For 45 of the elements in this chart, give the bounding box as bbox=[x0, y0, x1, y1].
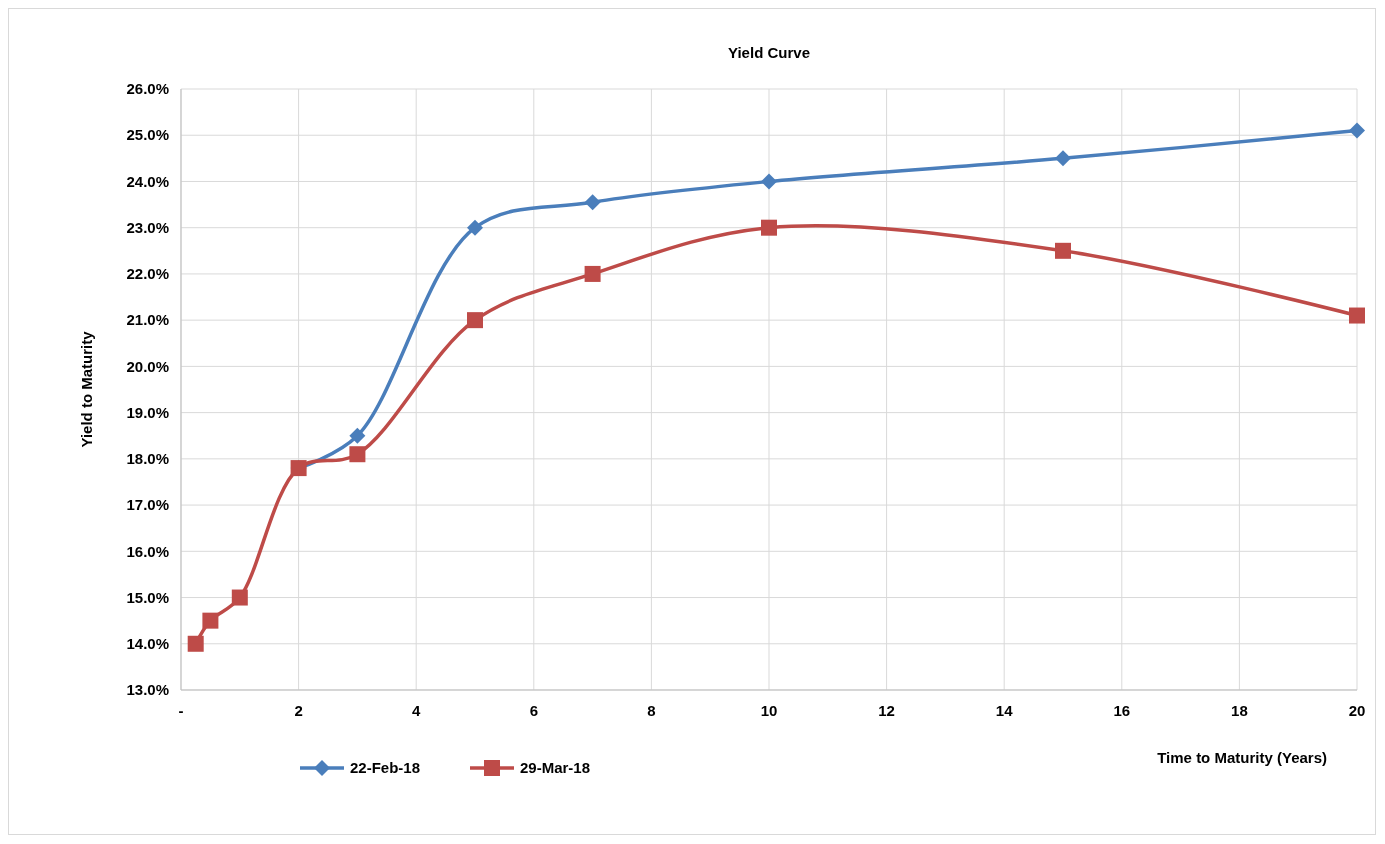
y-tick-label: 19.0% bbox=[126, 403, 169, 421]
point bbox=[1349, 307, 1365, 324]
point bbox=[1055, 242, 1071, 259]
point bbox=[761, 173, 777, 190]
y-tick-label: 14.0% bbox=[126, 635, 169, 653]
y-tick-label: 22.0% bbox=[126, 265, 169, 283]
x-tick-label: 12 bbox=[878, 702, 895, 719]
y-tick-label: 23.0% bbox=[126, 218, 169, 236]
x-tick-label: 18 bbox=[1231, 702, 1248, 719]
y-tick-label: 13.0% bbox=[126, 681, 169, 699]
x-tick-label: 14 bbox=[995, 702, 1014, 719]
y-tick-label: 17.0% bbox=[126, 496, 169, 514]
y-axis-title: Yield to Maturity bbox=[78, 330, 95, 448]
point bbox=[349, 427, 366, 444]
point bbox=[1349, 122, 1365, 139]
point bbox=[584, 194, 601, 211]
y-tick-label: 20.0% bbox=[126, 357, 169, 375]
y-tick-label: 16.0% bbox=[126, 542, 169, 560]
x-tick-label: 10 bbox=[760, 702, 778, 719]
x-axis-title: Time to Maturity (Years) bbox=[1157, 749, 1327, 766]
point bbox=[467, 312, 483, 329]
point bbox=[202, 612, 219, 629]
x-tick-label: - bbox=[178, 702, 184, 719]
x-tick-label: 16 bbox=[1113, 702, 1131, 719]
point bbox=[584, 265, 601, 282]
point bbox=[1055, 150, 1071, 167]
point bbox=[761, 219, 777, 236]
chart-title: Yield Curve bbox=[728, 44, 810, 61]
x-tick-label: 2 bbox=[294, 702, 303, 719]
x-tick-label: 6 bbox=[529, 702, 538, 719]
legend-label: 29-Mar-18 bbox=[520, 759, 591, 777]
y-tick-label: 15.0% bbox=[126, 588, 169, 606]
x-tick-label: 8 bbox=[647, 702, 656, 719]
x-tick-label: 4 bbox=[412, 702, 422, 719]
legend-label: 22-Feb-18 bbox=[350, 759, 421, 777]
y-tick-label: 21.0% bbox=[126, 311, 169, 329]
point bbox=[187, 635, 204, 652]
y-tick-label: 25.0% bbox=[126, 126, 169, 144]
y-tick-label: 24.0% bbox=[126, 172, 169, 190]
x-tick-label: 20 bbox=[1348, 702, 1366, 719]
point bbox=[467, 219, 483, 236]
point bbox=[349, 446, 366, 463]
y-tick-label: 26.0% bbox=[126, 80, 169, 98]
point bbox=[231, 589, 248, 606]
y-tick-label: 18.0% bbox=[126, 450, 169, 468]
